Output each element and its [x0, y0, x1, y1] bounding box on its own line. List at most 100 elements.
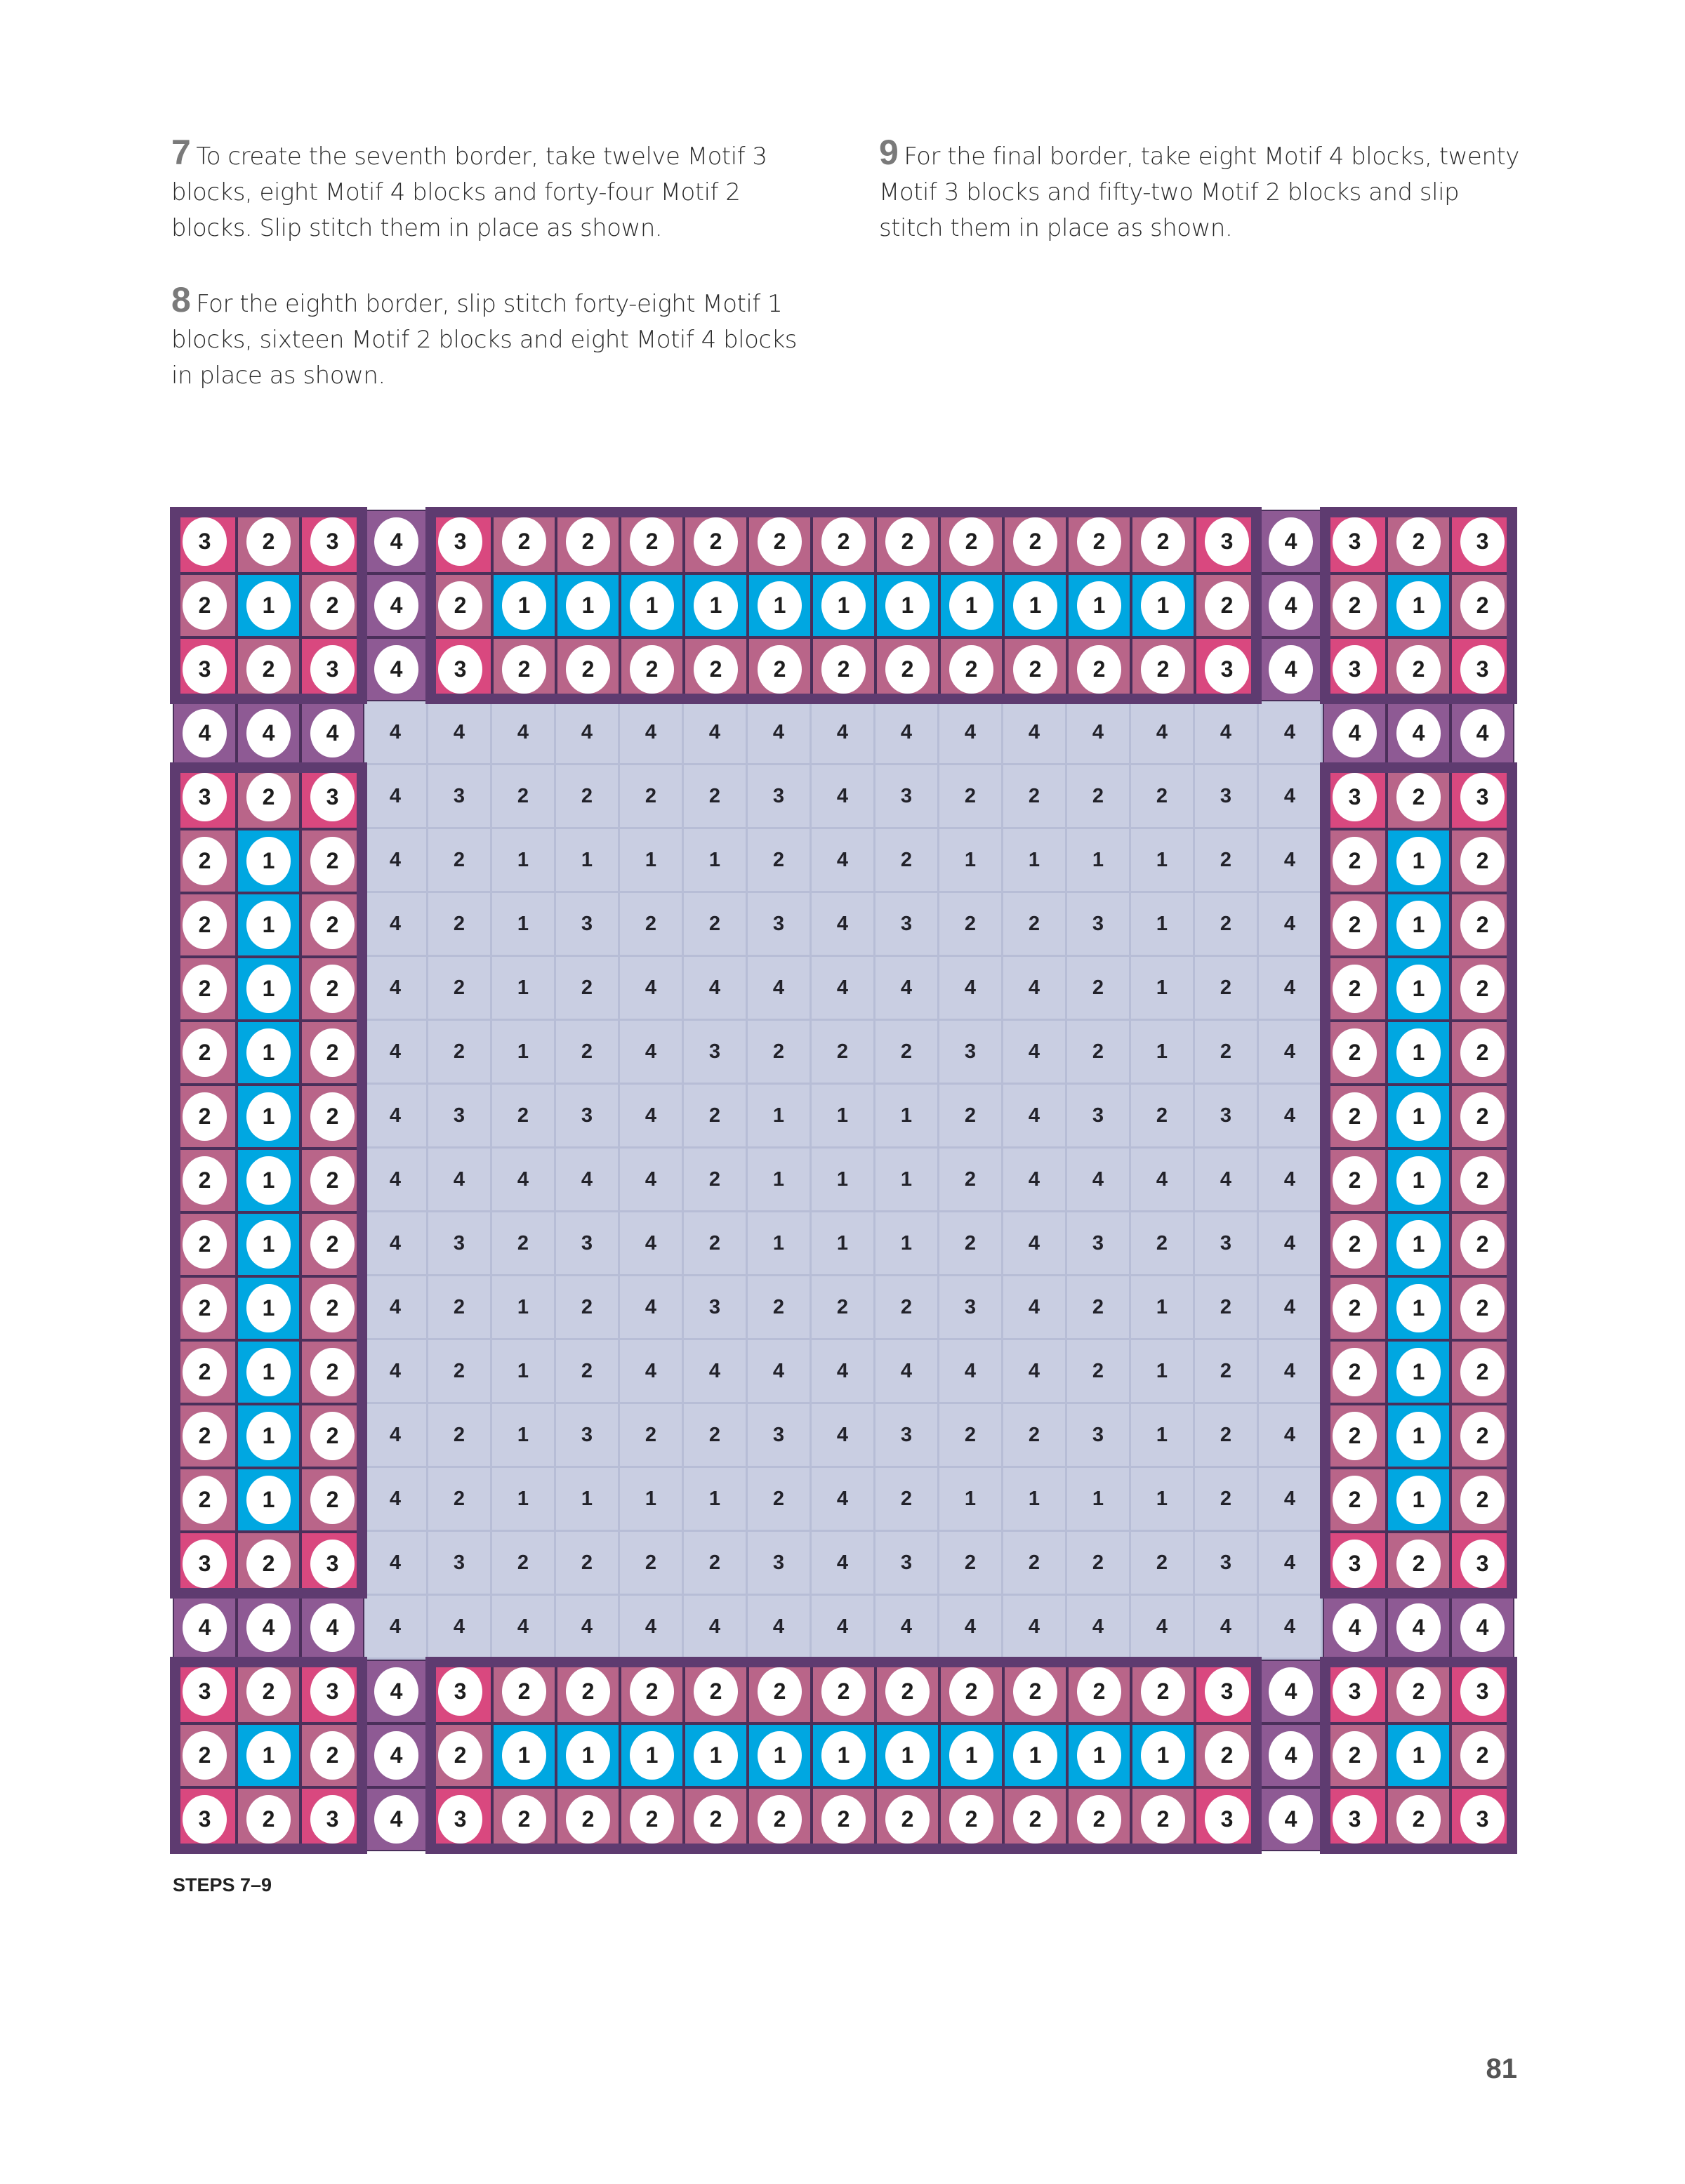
motif-number-circle: 2	[1077, 644, 1121, 694]
motif-number-circle: 2	[183, 1219, 227, 1269]
motif-3-block: 3	[174, 1789, 235, 1850]
inner-grid-cell: 2	[1131, 1085, 1195, 1149]
motif-3-block: 3	[174, 639, 235, 700]
motif-number-circle: 4	[1333, 1603, 1377, 1653]
motif-number-circle: 1	[1396, 1475, 1441, 1525]
inner-grid-cell: 2	[1195, 1340, 1259, 1404]
inner-grid-cell: 3	[1067, 1085, 1131, 1149]
inner-grid-cell: 4	[364, 765, 428, 829]
inner-grid-cell: 4	[620, 1276, 684, 1340]
inner-grid-cell: 1	[492, 957, 556, 1021]
motif-number-circle: 1	[246, 1411, 291, 1461]
motif-2-block: 2	[302, 1086, 363, 1147]
motif-1-block: 1	[1388, 1022, 1449, 1083]
motif-4-block: 4	[302, 703, 363, 764]
motif-2-block: 2	[1452, 1342, 1513, 1403]
motif-number-circle: 3	[1205, 1667, 1249, 1716]
inner-grid-cell: 3	[939, 1276, 1003, 1340]
motif-2-block: 2	[302, 1214, 363, 1275]
motif-number-circle: 4	[1269, 1794, 1313, 1844]
motif-number-circle: 2	[1460, 1028, 1505, 1078]
inner-grid-cell: 4	[364, 957, 428, 1021]
motif-number-circle: 1	[694, 581, 738, 630]
motif-2-block: 2	[174, 1150, 235, 1211]
inner-grid-cell: 4	[364, 893, 428, 957]
motif-number-circle: 1	[502, 581, 546, 630]
motif-number-circle: 3	[1333, 1539, 1377, 1589]
inner-grid-cell: 4	[364, 1532, 428, 1596]
motif-number-circle: 1	[821, 581, 866, 630]
inner-grid-cell: 4	[620, 701, 684, 765]
inner-grid-cell: 4	[620, 1149, 684, 1212]
motif-2-block: 2	[813, 639, 874, 700]
motif-2-block: 2	[1132, 639, 1194, 700]
motif-2-block: 2	[941, 639, 1002, 700]
motif-2-block: 2	[302, 894, 363, 955]
motif-number-circle: 3	[1333, 1794, 1377, 1844]
inner-grid-cell: 1	[1067, 829, 1131, 893]
motif-1-block: 1	[494, 575, 555, 636]
inner-grid-cell: 2	[428, 893, 492, 957]
motif-number-circle: 2	[183, 1730, 227, 1780]
motif-2-block: 2	[174, 1469, 235, 1530]
motif-1-block: 1	[238, 1150, 299, 1211]
motif-1-block: 1	[1388, 1086, 1449, 1147]
motif-number-circle: 2	[183, 1283, 227, 1333]
motif-number-circle: 4	[183, 1603, 227, 1653]
motif-2-block: 2	[302, 575, 363, 636]
motif-4-block: 4	[366, 1725, 427, 1786]
motif-number-circle: 3	[1460, 772, 1505, 822]
motif-1-block: 1	[557, 575, 619, 636]
motif-3-block: 3	[1196, 1661, 1257, 1722]
motif-number-circle: 4	[1460, 708, 1505, 758]
motif-number-circle: 2	[438, 1730, 482, 1780]
inner-grid-cell: 4	[620, 957, 684, 1021]
motif-number-circle: 2	[502, 1667, 546, 1716]
inner-grid-cell: 1	[1003, 1468, 1067, 1532]
motif-number-circle: 2	[566, 517, 610, 567]
motif-4-block: 4	[1324, 703, 1385, 764]
motif-number-circle: 2	[1333, 1730, 1377, 1780]
motif-2-block: 2	[813, 1789, 874, 1850]
inner-grid-cell: 3	[1067, 1404, 1131, 1468]
inner-grid-cell: 4	[939, 701, 1003, 765]
inner-grid-cell: 4	[1003, 701, 1067, 765]
inner-grid-cell: 4	[1067, 1596, 1131, 1660]
motif-number-circle: 2	[502, 517, 546, 567]
motif-2-block: 2	[238, 767, 299, 828]
motif-2-block: 2	[557, 511, 619, 572]
inner-grid-cell: 4	[1003, 1149, 1067, 1212]
inner-grid-cell: 4	[1259, 957, 1323, 1021]
motif-number-circle: 2	[1460, 836, 1505, 886]
motif-number-circle: 2	[1013, 517, 1057, 567]
motif-number-circle: 1	[246, 900, 291, 950]
motif-number-circle: 2	[1460, 1347, 1505, 1397]
motif-number-circle: 4	[1269, 644, 1313, 694]
motif-number-circle: 2	[1396, 772, 1441, 822]
motif-3-block: 3	[302, 639, 363, 700]
motif-number-circle: 1	[246, 1283, 291, 1333]
motif-1-block: 1	[238, 1469, 299, 1530]
motif-4-block: 4	[1388, 1597, 1449, 1658]
motif-number-circle: 1	[1396, 1156, 1441, 1205]
inner-grid-cell: 2	[492, 1085, 556, 1149]
motif-2-block: 2	[238, 511, 299, 572]
inner-grid-cell: 4	[364, 1596, 428, 1660]
motif-number-circle: 1	[1141, 581, 1185, 630]
motif-3-block: 3	[1452, 1789, 1513, 1850]
motif-number-circle: 2	[758, 517, 802, 567]
motif-1-block: 1	[749, 575, 810, 636]
motif-number-circle: 1	[502, 1730, 546, 1780]
motif-number-circle: 3	[183, 517, 227, 567]
inner-grid-cell: 4	[812, 1340, 875, 1404]
inner-grid-cell: 2	[812, 1276, 875, 1340]
motif-2-block: 2	[1132, 1789, 1194, 1850]
inner-grid-cell: 2	[620, 1404, 684, 1468]
inner-grid-cell: 4	[492, 701, 556, 765]
motif-3-block: 3	[302, 1789, 363, 1850]
motif-number-circle: 1	[694, 1730, 738, 1780]
motif-3-block: 3	[1196, 511, 1257, 572]
motif-4-block: 4	[1452, 1597, 1513, 1658]
inner-grid-cell: 1	[1131, 829, 1195, 893]
motif-2-block: 2	[1324, 1469, 1385, 1530]
